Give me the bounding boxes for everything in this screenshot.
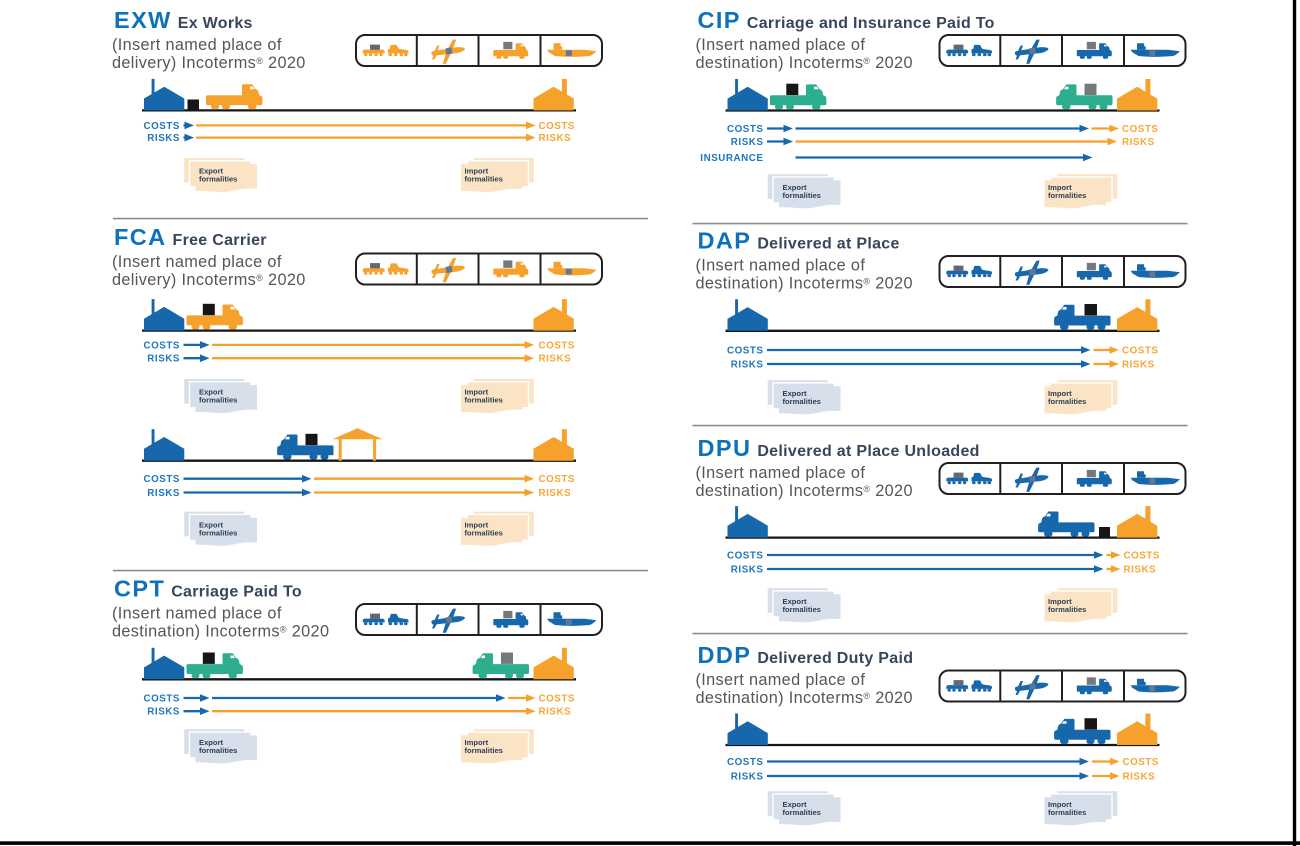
svg-text:COSTS: COSTS: [144, 340, 181, 351]
svg-text:COSTS: COSTS: [727, 345, 764, 356]
svg-text:RISKS: RISKS: [1124, 564, 1157, 575]
svg-text:RISKS: RISKS: [731, 564, 764, 575]
svg-text:COSTS: COSTS: [539, 121, 576, 132]
svg-text:COSTS: COSTS: [1122, 124, 1159, 135]
svg-text:RISKS: RISKS: [539, 488, 572, 499]
svg-text:COSTS: COSTS: [727, 550, 764, 561]
svg-text:RISKS: RISKS: [539, 354, 572, 365]
svg-text:RISKS: RISKS: [147, 707, 180, 718]
svg-text:COSTS: COSTS: [727, 124, 764, 135]
svg-text:RISKS: RISKS: [147, 354, 180, 365]
svg-text:COSTS: COSTS: [1122, 345, 1159, 356]
svg-text:RISKS: RISKS: [731, 359, 764, 370]
svg-text:COSTS: COSTS: [539, 340, 576, 351]
svg-text:COSTS: COSTS: [727, 757, 764, 768]
svg-text:RISKS: RISKS: [731, 771, 764, 782]
svg-text:RISKS: RISKS: [731, 137, 764, 148]
svg-text:RISKS: RISKS: [1122, 359, 1155, 370]
svg-text:COSTS: COSTS: [1124, 550, 1161, 561]
svg-text:RISKS: RISKS: [147, 133, 180, 144]
svg-text:COSTS: COSTS: [144, 121, 181, 132]
svg-text:COSTS: COSTS: [539, 693, 576, 704]
svg-text:COSTS: COSTS: [539, 474, 576, 485]
svg-text:RISKS: RISKS: [539, 133, 572, 144]
svg-text:RISKS: RISKS: [147, 488, 180, 499]
svg-text:COSTS: COSTS: [144, 693, 181, 704]
svg-text:RISKS: RISKS: [539, 707, 572, 718]
svg-text:COSTS: COSTS: [144, 474, 181, 485]
svg-text:INSURANCE: INSURANCE: [700, 153, 763, 164]
svg-text:COSTS: COSTS: [1123, 757, 1160, 768]
svg-text:RISKS: RISKS: [1123, 771, 1156, 782]
svg-text:RISKS: RISKS: [1122, 137, 1155, 148]
